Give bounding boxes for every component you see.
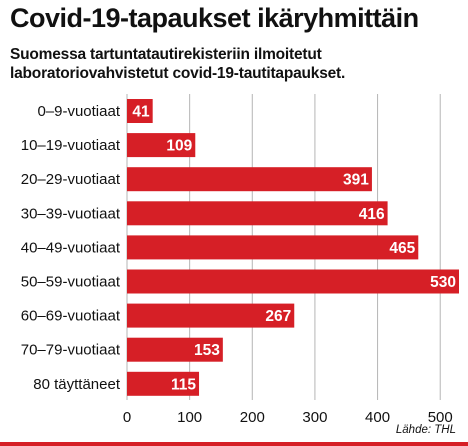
category-label: 80 täyttäneet xyxy=(33,376,121,393)
x-tick-label: 100 xyxy=(177,409,202,426)
bar-value-label: 109 xyxy=(166,138,192,155)
bar-value-label: 391 xyxy=(343,172,369,189)
bar xyxy=(127,337,223,362)
bar-value-label: 153 xyxy=(194,342,220,359)
source-note: Lähde: THL xyxy=(395,424,456,436)
x-tick-label: 200 xyxy=(240,409,265,426)
bar xyxy=(127,235,419,260)
bar xyxy=(127,167,372,192)
x-tick-labels: 0 100 200 300 400 500 xyxy=(123,409,453,426)
bar-value-label: 530 xyxy=(430,274,456,291)
bar xyxy=(127,269,459,294)
bar xyxy=(127,371,200,396)
bar xyxy=(127,133,196,158)
category-label: 0–9-vuotiaat xyxy=(37,103,120,120)
bottom-rule xyxy=(0,442,468,446)
x-tick-label: 400 xyxy=(365,409,390,426)
category-label: 10–19-vuotiaat xyxy=(21,137,121,154)
bar-value-label: 465 xyxy=(389,240,415,257)
x-tick-label: 300 xyxy=(302,409,327,426)
category-labels: 0–9-vuotiaat 10–19-vuotiaat 20–29-vuotiaat… xyxy=(21,103,121,393)
x-tick-label: 500 xyxy=(428,409,453,426)
bar-value-label: 267 xyxy=(265,308,291,325)
category-label: 30–39-vuotiaat xyxy=(21,205,121,222)
bar xyxy=(127,303,295,328)
category-label: 50–59-vuotiaat xyxy=(21,274,121,291)
category-label: 70–79-vuotiaat xyxy=(21,342,121,359)
chart-subtitle: Suomessa tartuntatautirekisteriin ilmoit… xyxy=(10,46,346,82)
bar-value-label: 115 xyxy=(171,376,196,393)
category-label: 20–29-vuotiaat xyxy=(21,171,121,188)
bar-value-label: 41 xyxy=(132,104,150,121)
bar-value-label: 416 xyxy=(359,206,385,223)
bar xyxy=(127,99,153,123)
category-label: 40–49-vuotiaat xyxy=(21,239,121,256)
bar xyxy=(127,201,388,226)
category-label: 60–69-vuotiaat xyxy=(21,308,121,325)
x-tick-label: 0 xyxy=(123,409,131,426)
chart-title: Covid-19-tapaukset ikäryhmittäin xyxy=(10,3,419,33)
